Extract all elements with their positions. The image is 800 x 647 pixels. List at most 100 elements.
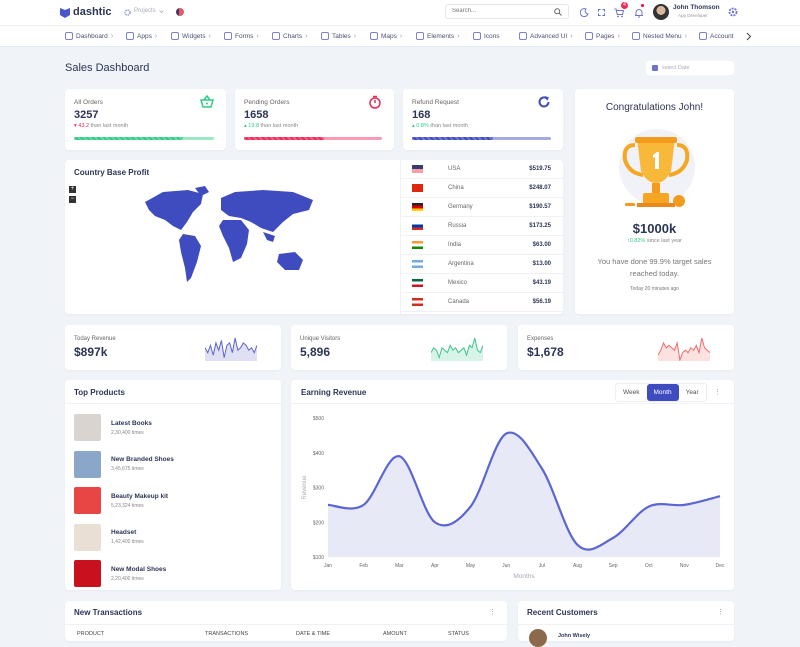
country-profit-title: Country Base Profit: [74, 168, 150, 177]
country-name: USA: [448, 166, 461, 172]
language-flag-icon[interactable]: [176, 8, 184, 16]
nav-label: Icons: [484, 32, 500, 40]
x-tick-label: Dec: [716, 563, 725, 569]
product-item[interactable]: New Modal Shoes 2,20,400 times: [74, 560, 166, 587]
user-role: App Developer: [678, 13, 708, 18]
nav-item-apps[interactable]: Apps ›: [126, 32, 157, 40]
nav-label: Apps: [137, 32, 152, 40]
y-axis-label: Revenue: [302, 475, 308, 500]
sparkline-area: [431, 338, 483, 361]
flag-icon: [412, 260, 423, 268]
column-header-date-time[interactable]: DATE & TIME: [296, 631, 331, 637]
sparkline-chart: [658, 337, 710, 361]
nav-item-account[interactable]: Account: [699, 32, 734, 40]
nav-item-icons[interactable]: Icons: [473, 32, 500, 40]
stat-label: Refund Request: [412, 99, 459, 106]
nav-scroll-right-button[interactable]: [746, 32, 752, 41]
more-options-icon[interactable]: ⋮: [489, 609, 496, 616]
map-zoom-out-button[interactable]: −: [69, 196, 76, 203]
stopwatch-icon: [368, 95, 382, 111]
product-item[interactable]: New Branded Shoes 3,45,675 times: [74, 450, 174, 478]
nav-label: Nested Menu: [643, 32, 682, 40]
trophy-icon: [618, 129, 695, 207]
stat-change: 0.8%: [416, 123, 429, 129]
mini-stat-label: Today Revenue: [74, 336, 116, 342]
nav-item-charts[interactable]: Charts ›: [272, 32, 308, 40]
date-picker[interactable]: select Date: [646, 61, 734, 75]
product-image: [74, 560, 101, 587]
tab-week[interactable]: Week: [623, 389, 640, 396]
stat-label: Pending Orders: [244, 99, 290, 106]
stat-card: All Orders 3257 ▾ 43.2 than last month: [65, 89, 226, 150]
product-item[interactable]: Headset 1,42,400 times: [74, 523, 144, 551]
chevron-right-icon: ›: [617, 32, 620, 40]
settings-gear-icon[interactable]: [728, 7, 738, 17]
customer-name[interactable]: John Wisely: [558, 633, 591, 639]
icons-icon: [473, 32, 481, 40]
nav-item-dashboard[interactable]: Dashboard ›: [65, 32, 113, 40]
map-zoom-in-button[interactable]: +: [69, 186, 76, 193]
more-options-icon[interactable]: ⋮: [717, 609, 724, 616]
nav-item-forms[interactable]: Forms ›: [224, 32, 259, 40]
column-header-status[interactable]: STATUS: [448, 631, 469, 637]
product-item[interactable]: Beauty Makeup kit 5,23,324 times: [74, 487, 168, 514]
nav-item-pages[interactable]: Pages ›: [585, 32, 620, 40]
more-options-icon[interactable]: ⋮: [714, 389, 721, 396]
country-amount: $190.57: [529, 204, 551, 210]
top-products-title: Top Products: [74, 388, 125, 397]
stat-change: 19.8: [248, 123, 260, 129]
notification-bell-icon[interactable]: [634, 8, 644, 18]
nav-label: Charts: [283, 32, 303, 40]
chevron-right-icon: ›: [208, 32, 211, 40]
nav-item-tables[interactable]: Tables ›: [321, 32, 356, 40]
country-row: Germany $190.57: [401, 198, 563, 217]
logo[interactable]: dashtic: [60, 6, 112, 18]
tab-month[interactable]: Month: [646, 384, 679, 401]
congratulations-card: Congratulations John! $1000k ↑0.82% sinc…: [575, 89, 734, 314]
country-profit-card: Country Base Profit + − USA $519.75 China $…: [65, 160, 563, 314]
search-icon[interactable]: [554, 8, 562, 16]
product-image: [74, 487, 101, 514]
mini-stat-label: Expenses: [527, 336, 554, 342]
product-name: New Modal Shoes: [111, 565, 167, 573]
nav-label: Forms: [235, 32, 254, 40]
mini-stat-value: $897k: [74, 345, 108, 359]
country-name: Argentina: [448, 261, 474, 267]
y-tick-label: $400: [313, 451, 324, 457]
tab-year[interactable]: Year: [685, 389, 699, 396]
nav-item-maps[interactable]: Maps ›: [370, 32, 402, 40]
stat-change-suffix: than last month: [430, 123, 468, 129]
stat-progress-bar: [244, 137, 382, 140]
search-box[interactable]: [445, 4, 569, 19]
column-header-transactions[interactable]: TRANSACTIONS: [205, 631, 249, 637]
refresh-icon: [537, 95, 551, 111]
customer-avatar: [529, 629, 547, 647]
country-name: China: [448, 185, 464, 191]
product-times: 5,23,324 times: [111, 502, 144, 509]
nav-label: Maps: [381, 32, 397, 40]
search-input[interactable]: [452, 8, 547, 14]
nav-item-widgets[interactable]: Widgets ›: [171, 32, 211, 40]
x-tick-label: Nov: [680, 563, 689, 569]
column-header-product[interactable]: PRODUCT: [77, 631, 105, 637]
country-name: Germany: [448, 204, 473, 210]
projects-dropdown[interactable]: Projects: [124, 8, 164, 16]
top-products-card: Top Products Latest Books 2,30,400 times N…: [65, 380, 281, 590]
nav-item-elements[interactable]: Elements ›: [416, 32, 459, 40]
congrats-title: Congratulations John!: [605, 102, 704, 113]
flag-icon: [412, 298, 423, 306]
user-name[interactable]: John Thomson: [673, 4, 720, 11]
product-item[interactable]: Latest Books 2,30,400 times: [74, 414, 152, 441]
dark-mode-moon-icon[interactable]: [580, 8, 589, 17]
country-row: USA $519.75: [401, 160, 563, 179]
nav-item-nested-menu[interactable]: Nested Menu ›: [632, 32, 687, 40]
country-row: India $63.00: [401, 236, 563, 255]
fullscreen-icon[interactable]: [598, 9, 605, 16]
column-header-amount[interactable]: AMOUNT: [383, 631, 407, 637]
cart-icon[interactable]: [614, 8, 624, 18]
nav-label: Pages: [596, 32, 615, 40]
date-placeholder: select Date: [662, 65, 690, 71]
world-map[interactable]: [143, 182, 323, 302]
user-avatar[interactable]: [653, 4, 669, 20]
nav-item-advanced-ui[interactable]: Advanced UI ›: [519, 32, 573, 40]
